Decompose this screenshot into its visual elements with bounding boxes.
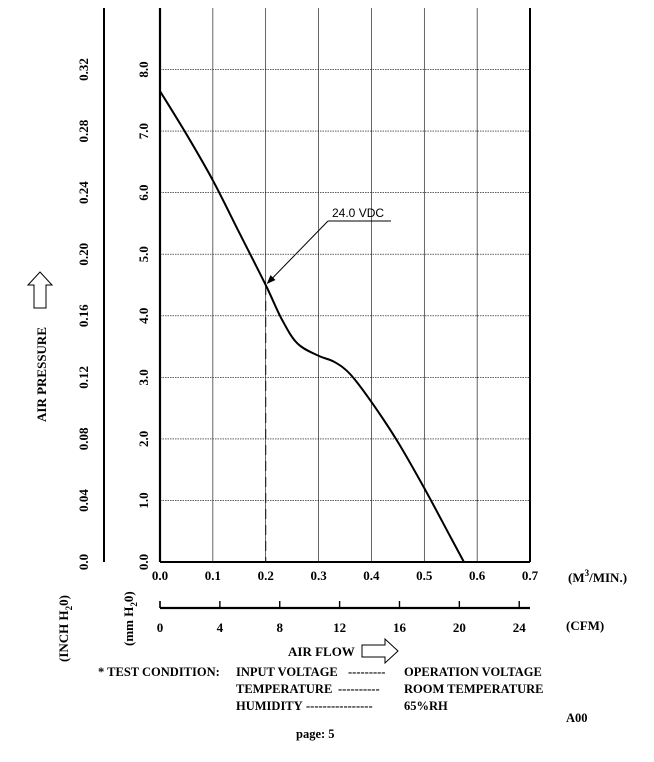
- x-tick-label: 0.6: [469, 568, 486, 583]
- y-tick-label-mm: 8.0: [136, 61, 151, 77]
- y-tick-label-mm: 1.0: [136, 492, 151, 508]
- x2-tick-label: 4: [217, 620, 224, 635]
- test-condition: * TEST CONDITION: INPUT VOLTAGE --------…: [98, 665, 543, 713]
- arrow-right-icon: [361, 637, 399, 665]
- x-tick-label: 0.1: [205, 568, 221, 583]
- y-unit-mm-label: (mm H20): [121, 591, 139, 646]
- condition-leader: ----------------: [306, 699, 373, 713]
- condition-value: OPERATION VOLTAGE: [404, 665, 542, 679]
- condition-value: 65%RH: [404, 699, 448, 713]
- y-tick-label-mm: 3.0: [136, 369, 151, 385]
- y-tick-label-mm: 5.0: [136, 246, 151, 262]
- series-layer: [159, 90, 465, 563]
- x2-tick-label: 12: [333, 620, 346, 635]
- grid: [160, 8, 530, 562]
- y-tick-label-mm: 0.0: [136, 554, 151, 570]
- y-tick-label-inch: 0.12: [76, 366, 91, 389]
- x-tick-label: 0.4: [363, 568, 380, 583]
- y-tick-label-mm: 2.0: [136, 431, 151, 447]
- series-line-24vdc: [159, 90, 465, 563]
- y-tick-label-mm: 4.0: [136, 308, 151, 324]
- x2-tick-label: 20: [453, 620, 466, 635]
- x-unit-label: (M3/MIN.): [568, 568, 627, 585]
- x-tick-label: 0.0: [152, 568, 168, 583]
- x-tick-label: 0.7: [522, 568, 539, 583]
- y-unit-inch-label: (INCH H20): [56, 595, 74, 662]
- condition-label: HUMIDITY: [236, 699, 303, 713]
- y-tick-label-inch: 0.08: [76, 427, 91, 450]
- x2-tick-label: 0: [157, 620, 164, 635]
- condition-label: INPUT VOLTAGE: [236, 665, 338, 679]
- condition-label: TEMPERATURE: [236, 682, 332, 696]
- condition-leader: ---------: [348, 665, 385, 679]
- y-tick-label-mm: 6.0: [136, 185, 151, 201]
- annotation-leader: [267, 220, 329, 284]
- axes: [103, 8, 531, 610]
- x-tick-label: 0.5: [416, 568, 433, 583]
- tick-labels: 0.0 0.1 0.2 0.3 0.4 0.5 0.6 0.7 0 4 8 12 16 20 24 0.0 1.…: [76, 58, 539, 635]
- y-tick-label-inch: 0.28: [76, 119, 91, 142]
- x-axis-label: AIR FLOW: [288, 644, 355, 659]
- y-tick-label-inch: 0.32: [76, 58, 91, 81]
- annotation: 24.0 VDC: [266, 206, 391, 284]
- annotation-arrowhead: [266, 275, 276, 284]
- page-number: page: 5: [296, 727, 335, 741]
- x2-tick-label: 8: [276, 620, 283, 635]
- arrow-up-icon: [26, 271, 54, 309]
- y-axis-label: AIR PRESSURE: [34, 327, 49, 422]
- y-tick-label-inch: 0.16: [76, 304, 91, 327]
- y-tick-label-inch: 0.24: [76, 181, 91, 204]
- y-tick-label-mm: 7.0: [136, 123, 151, 139]
- x-tick-label: 0.3: [310, 568, 327, 583]
- x2-tick-label: 24: [513, 620, 527, 635]
- x2-unit-label: (CFM): [566, 618, 604, 633]
- annotation-label: 24.0 VDC: [332, 206, 384, 220]
- condition-value: ROOM TEMPERATURE: [404, 682, 543, 696]
- y-tick-label-inch: 0.0: [76, 554, 91, 570]
- y-tick-label-inch: 0.20: [76, 243, 91, 266]
- x2-tick-label: 16: [393, 620, 407, 635]
- revision-code: A00: [566, 711, 588, 725]
- condition-leader: ----------: [338, 682, 380, 696]
- x-tick-label: 0.2: [258, 568, 274, 583]
- test-condition-prefix: * TEST CONDITION:: [98, 665, 220, 679]
- y-tick-label-inch: 0.04: [76, 489, 91, 512]
